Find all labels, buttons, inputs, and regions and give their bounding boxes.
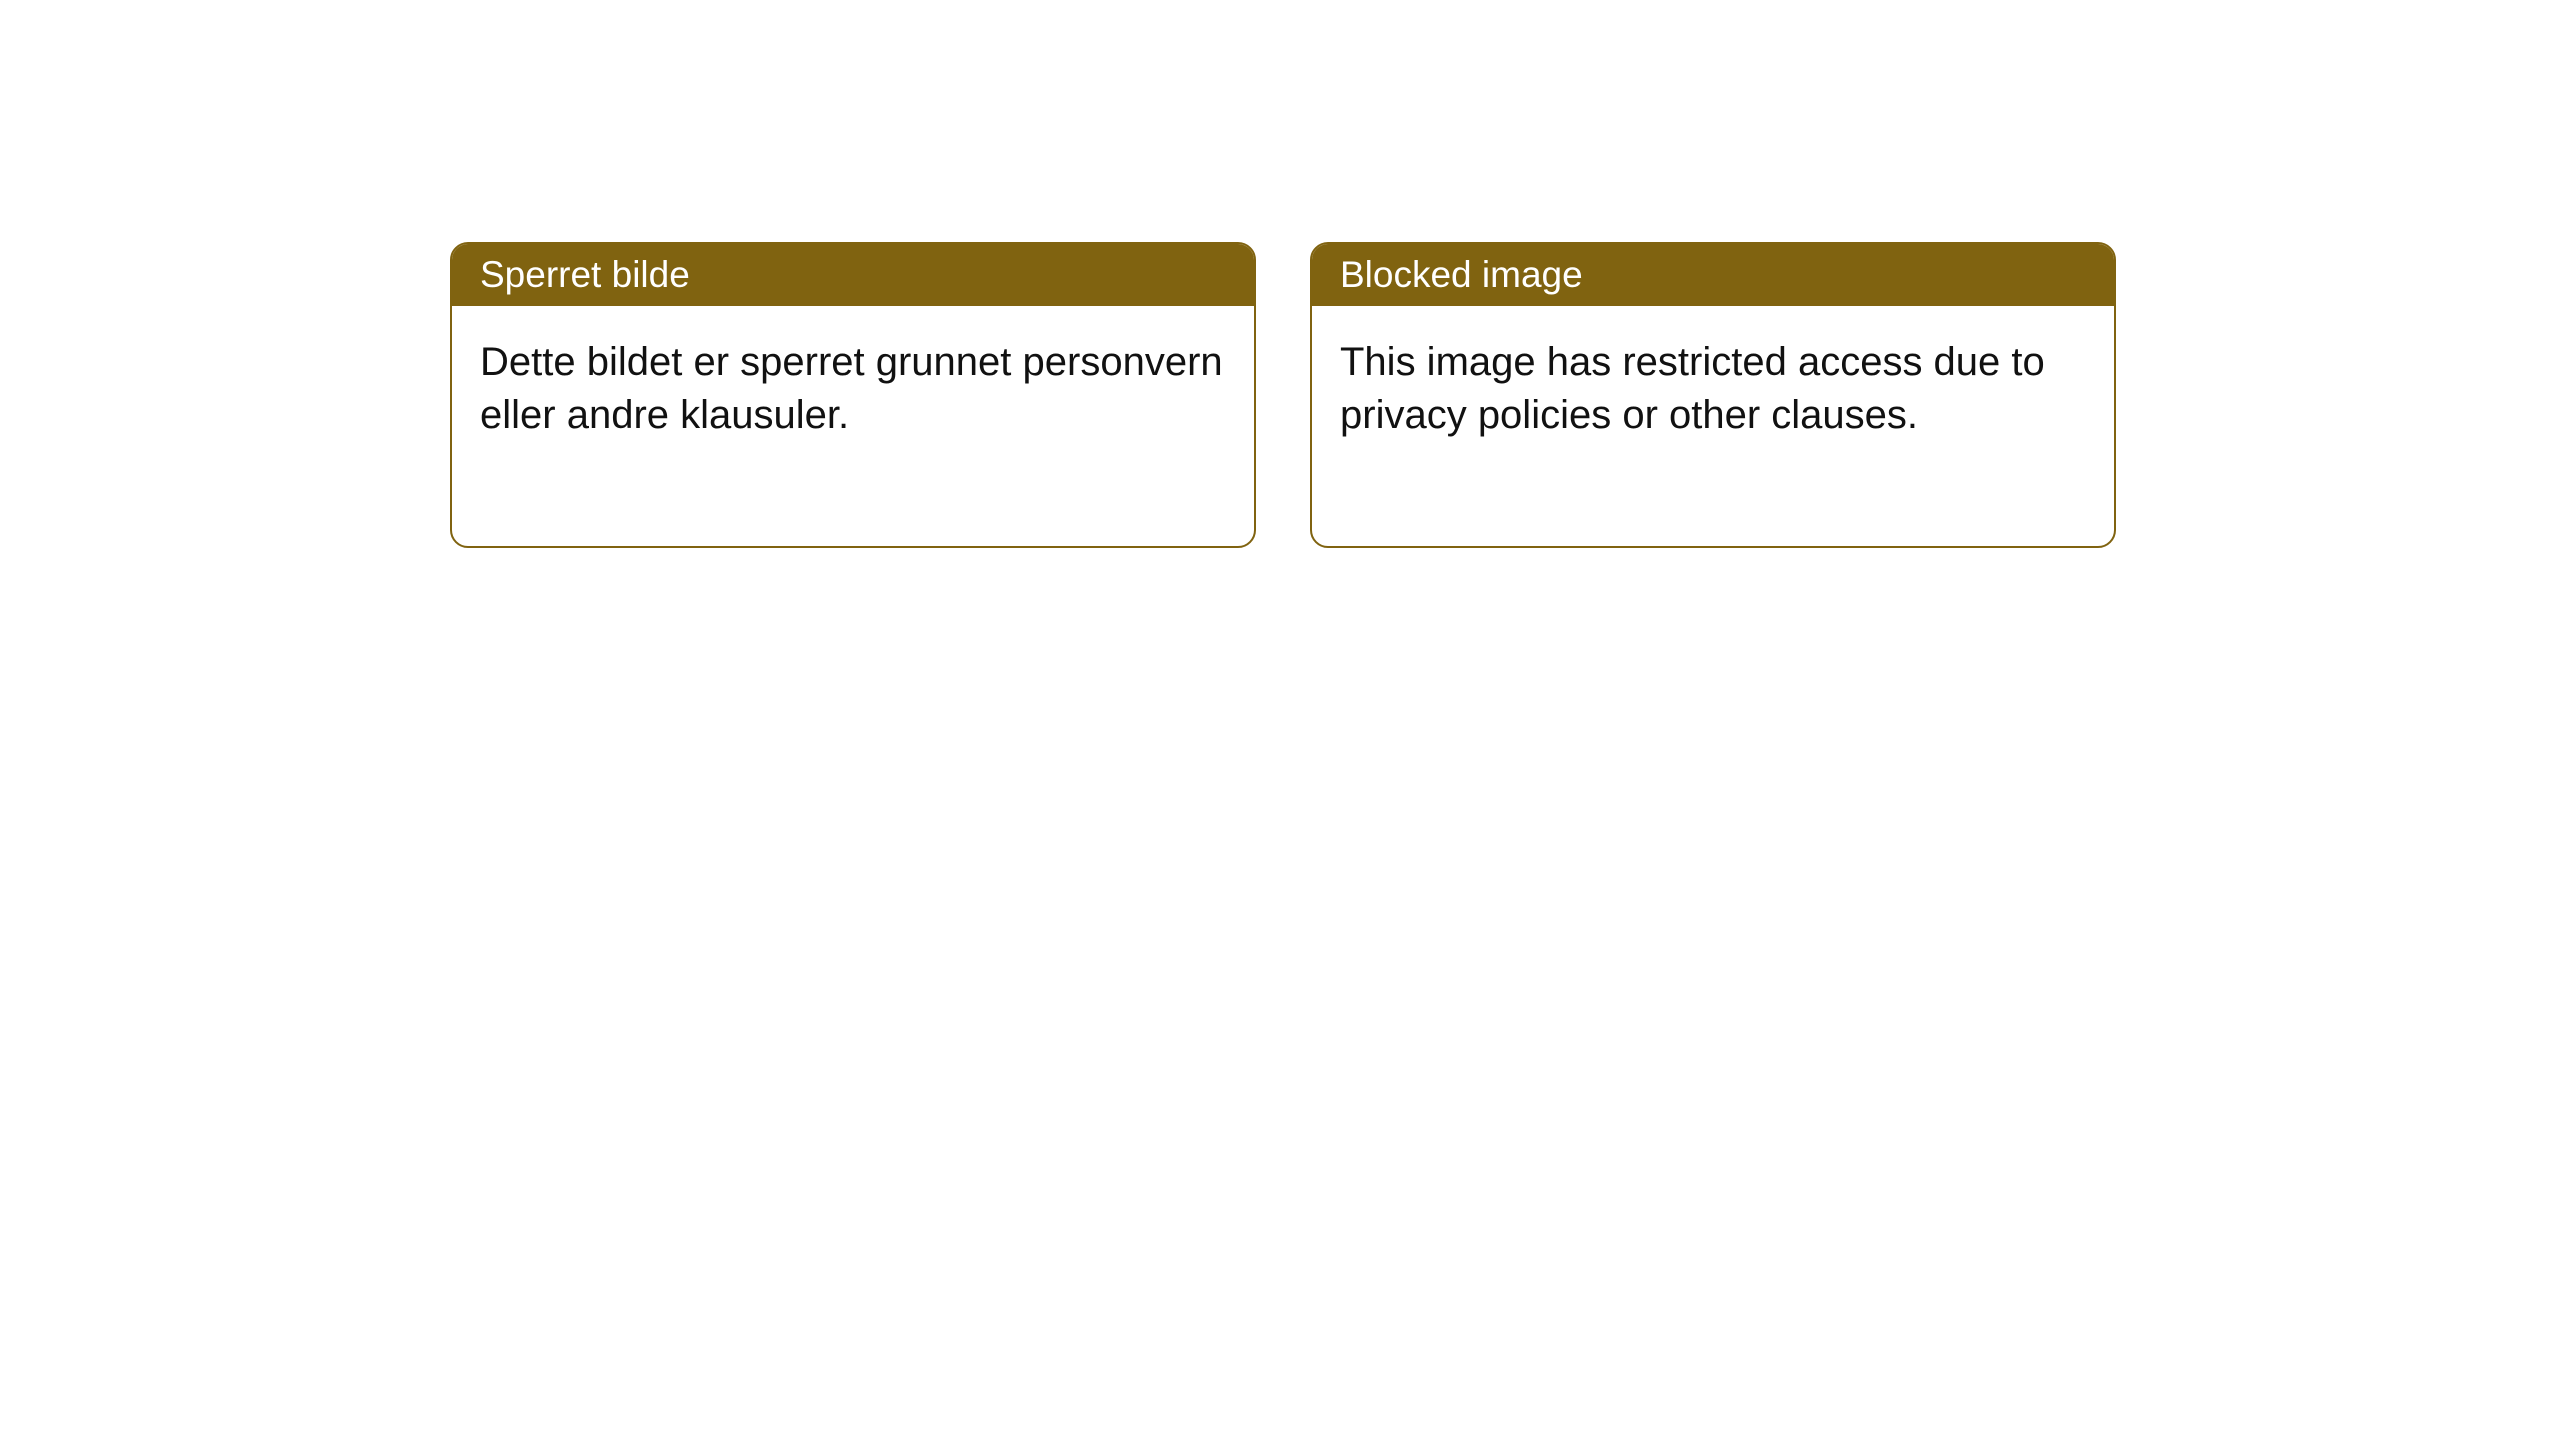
notice-container: Sperret bilde Dette bildet er sperret gr… — [450, 242, 2116, 548]
notice-box-norwegian: Sperret bilde Dette bildet er sperret gr… — [450, 242, 1256, 548]
notice-title: Sperret bilde — [480, 254, 690, 295]
notice-title: Blocked image — [1340, 254, 1583, 295]
notice-header-norwegian: Sperret bilde — [452, 244, 1254, 306]
notice-message: This image has restricted access due to … — [1340, 340, 2045, 437]
notice-header-english: Blocked image — [1312, 244, 2114, 306]
notice-message: Dette bildet er sperret grunnet personve… — [480, 340, 1223, 437]
notice-body-english: This image has restricted access due to … — [1312, 306, 2114, 546]
notice-body-norwegian: Dette bildet er sperret grunnet personve… — [452, 306, 1254, 546]
notice-box-english: Blocked image This image has restricted … — [1310, 242, 2116, 548]
